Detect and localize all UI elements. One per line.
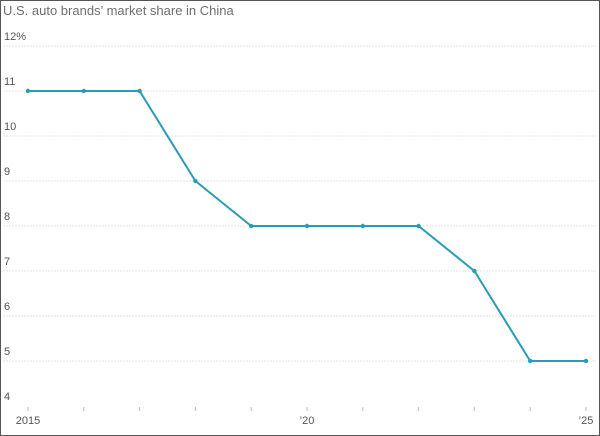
grid-layer: [3, 45, 596, 362]
x-tick-label-2025: ’25: [579, 415, 594, 427]
data-point-2025: [583, 358, 589, 364]
axis-layer: 12% 11 10 9 8 7 6 5 4 2015 ’20 ’25: [4, 31, 593, 427]
data-point-2024: [528, 358, 533, 364]
chart-title: U.S. auto brands’ market share in China: [3, 3, 234, 18]
y-tick-label-4: 4: [4, 391, 10, 403]
data-point-2022: [416, 223, 421, 229]
data-point-2023: [472, 268, 477, 274]
data-point-2016: [81, 88, 87, 94]
y-tick-label-6: 6: [4, 301, 10, 313]
y-tick-label-5: 5: [4, 346, 10, 358]
series-layer: [25, 88, 589, 364]
data-point-2018: [193, 178, 198, 184]
y-tick-label-10: 10: [4, 121, 16, 133]
y-tick-label-7: 7: [4, 256, 10, 268]
x-tick-label-2020: ’20: [300, 415, 315, 427]
data-point-2019: [249, 223, 254, 229]
data-point-2017: [137, 88, 142, 94]
data-point-2021: [360, 223, 365, 229]
y-tick-label-8: 8: [4, 211, 10, 223]
y-tick-label-9: 9: [4, 166, 10, 178]
y-tick-label-12: 12%: [4, 31, 26, 43]
x-tick-label-2015: 2015: [16, 415, 40, 427]
data-point-2015: [25, 88, 31, 94]
y-tick-label-11: 11: [4, 76, 15, 88]
data-point-2020: [304, 223, 310, 229]
